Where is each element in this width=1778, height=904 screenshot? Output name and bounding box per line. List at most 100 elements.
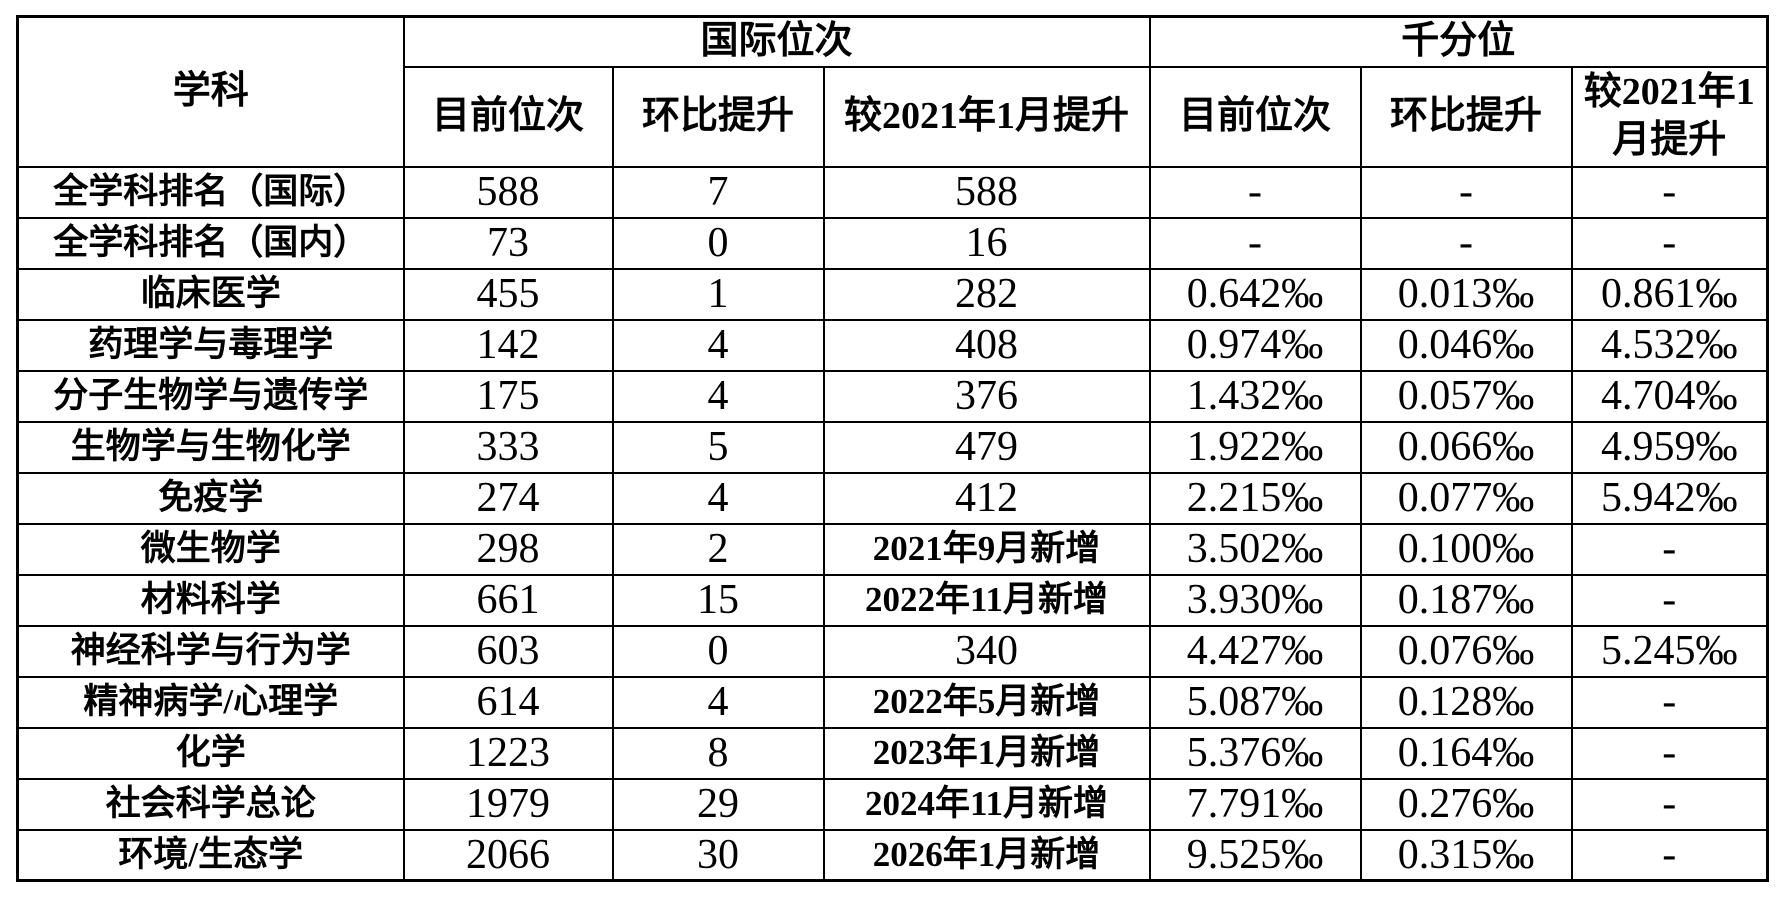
intl-current-rank-cell: 603 — [402, 624, 614, 678]
intl-since-jan2021-cell: 16 — [822, 216, 1151, 270]
permille-mom-improvement-cell: 0.276‰ — [1359, 777, 1573, 831]
subject-cell: 免疫学 — [16, 471, 405, 525]
intl-current-rank-cell: 298 — [402, 522, 614, 576]
intl-current-rank-cell: 274 — [402, 471, 614, 525]
intl-current-rank-cell: 142 — [402, 318, 614, 372]
table-row: 环境/生态学 2066 30 2026年1月新增 9.525‰ 0.315‰ - — [16, 828, 1769, 882]
table-body: 全学科排名（国际） 588 7 588 - - - 全学科排名（国内） 73 0… — [16, 165, 1769, 882]
table-row: 材料科学 661 15 2022年11月新增 3.930‰ 0.187‰ - — [16, 573, 1769, 627]
subject-cell: 全学科排名（国内） — [16, 216, 405, 270]
intl-mom-improvement-cell: 4 — [611, 471, 825, 525]
column-header-subject: 学科 — [16, 15, 405, 168]
intl-since-jan2021-cell: 408 — [822, 318, 1151, 372]
permille-current-cell: - — [1148, 165, 1362, 219]
intl-mom-improvement-cell: 2 — [611, 522, 825, 576]
permille-mom-improvement-cell: 0.164‰ — [1359, 726, 1573, 780]
table-row: 生物学与生物化学 333 5 479 1.922‰ 0.066‰ 4.959‰ — [16, 420, 1769, 474]
permille-current-cell: 0.642‰ — [1148, 267, 1362, 321]
subject-cell: 分子生物学与遗传学 — [16, 369, 405, 423]
group-header-row: 学科 国际位次 千分位 — [16, 15, 1769, 168]
table-row: 微生物学 298 2 2021年9月新增 3.502‰ 0.100‰ - — [16, 522, 1769, 576]
intl-mom-improvement-cell: 8 — [611, 726, 825, 780]
intl-since-jan2021-cell: 479 — [822, 420, 1151, 474]
table-row: 全学科排名（国际） 588 7 588 - - - — [16, 165, 1769, 219]
intl-since-jan2021-cell: 2022年5月新增 — [822, 675, 1151, 729]
permille-mom-improvement-cell: 0.046‰ — [1359, 318, 1573, 372]
intl-since-jan2021-cell: 2023年1月新增 — [822, 726, 1151, 780]
intl-mom-improvement-cell: 7 — [611, 165, 825, 219]
permille-current-cell: 0.974‰ — [1148, 318, 1362, 372]
permille-current-cell: 9.525‰ — [1148, 828, 1362, 882]
permille-current-cell: 7.791‰ — [1148, 777, 1362, 831]
intl-mom-improvement-cell: 29 — [611, 777, 825, 831]
permille-current-cell: 5.087‰ — [1148, 675, 1362, 729]
permille-since-jan2021-cell: 5.245‰ — [1570, 624, 1769, 678]
permille-mom-improvement-cell: 0.066‰ — [1359, 420, 1573, 474]
intl-since-jan2021-cell: 2022年11月新增 — [822, 573, 1151, 627]
intl-current-rank-cell: 1223 — [402, 726, 614, 780]
intl-current-rank-cell: 455 — [402, 267, 614, 321]
subject-ranking-table: 学科 国际位次 千分位 目前位次 环比提升 较2021年1月提升 目前位次 环比… — [16, 15, 1770, 882]
permille-current-cell: - — [1148, 216, 1362, 270]
subject-cell: 神经科学与行为学 — [16, 624, 405, 678]
permille-since-jan2021-cell: - — [1570, 726, 1769, 780]
subject-cell: 微生物学 — [16, 522, 405, 576]
permille-mom-improvement-cell: 0.013‰ — [1359, 267, 1573, 321]
intl-since-jan2021-cell: 340 — [822, 624, 1151, 678]
permille-current-cell: 1.922‰ — [1148, 420, 1362, 474]
permille-since-jan2021-cell: 5.942‰ — [1570, 471, 1769, 525]
permille-current-cell: 1.432‰ — [1148, 369, 1362, 423]
permille-mom-improvement-cell: 0.100‰ — [1359, 522, 1573, 576]
table-row: 临床医学 455 1 282 0.642‰ 0.013‰ 0.861‰ — [16, 267, 1769, 321]
intl-mom-improvement-cell: 0 — [611, 216, 825, 270]
permille-mom-improvement-cell: 0.315‰ — [1359, 828, 1573, 882]
permille-since-jan2021-cell: - — [1570, 522, 1769, 576]
column-header-permille-since-jan2021-improvement: 较2021年1月提升 — [1570, 65, 1769, 168]
permille-current-cell: 4.427‰ — [1148, 624, 1362, 678]
permille-mom-improvement-cell: 0.076‰ — [1359, 624, 1573, 678]
column-header-intl-current-rank: 目前位次 — [402, 65, 614, 168]
column-group-permille: 千分位 — [1148, 15, 1769, 68]
permille-mom-improvement-cell: 0.077‰ — [1359, 471, 1573, 525]
subject-cell: 材料科学 — [16, 573, 405, 627]
column-header-intl-since-jan2021-improvement: 较2021年1月提升 — [822, 65, 1151, 168]
column-header-intl-mom-improvement: 环比提升 — [611, 65, 825, 168]
intl-since-jan2021-cell: 588 — [822, 165, 1151, 219]
intl-mom-improvement-cell: 0 — [611, 624, 825, 678]
intl-since-jan2021-cell: 412 — [822, 471, 1151, 525]
subject-cell: 药理学与毒理学 — [16, 318, 405, 372]
permille-mom-improvement-cell: - — [1359, 165, 1573, 219]
intl-mom-improvement-cell: 15 — [611, 573, 825, 627]
intl-current-rank-cell: 73 — [402, 216, 614, 270]
permille-since-jan2021-cell: - — [1570, 165, 1769, 219]
subject-cell: 精神病学/心理学 — [16, 675, 405, 729]
intl-since-jan2021-cell: 2024年11月新增 — [822, 777, 1151, 831]
intl-mom-improvement-cell: 4 — [611, 675, 825, 729]
permille-mom-improvement-cell: - — [1359, 216, 1573, 270]
subject-cell: 化学 — [16, 726, 405, 780]
column-group-international-rank: 国际位次 — [402, 15, 1151, 68]
permille-since-jan2021-cell: 4.704‰ — [1570, 369, 1769, 423]
permille-current-cell: 5.376‰ — [1148, 726, 1362, 780]
intl-mom-improvement-cell: 30 — [611, 828, 825, 882]
intl-current-rank-cell: 333 — [402, 420, 614, 474]
table-row: 免疫学 274 4 412 2.215‰ 0.077‰ 5.942‰ — [16, 471, 1769, 525]
subject-cell: 全学科排名（国际） — [16, 165, 405, 219]
column-header-permille-mom-improvement: 环比提升 — [1359, 65, 1573, 168]
intl-mom-improvement-cell: 5 — [611, 420, 825, 474]
permille-current-cell: 3.930‰ — [1148, 573, 1362, 627]
intl-current-rank-cell: 175 — [402, 369, 614, 423]
permille-since-jan2021-cell: - — [1570, 828, 1769, 882]
intl-since-jan2021-cell: 2021年9月新增 — [822, 522, 1151, 576]
permille-since-jan2021-cell: 0.861‰ — [1570, 267, 1769, 321]
intl-mom-improvement-cell: 4 — [611, 318, 825, 372]
intl-mom-improvement-cell: 1 — [611, 267, 825, 321]
permille-since-jan2021-cell: 4.532‰ — [1570, 318, 1769, 372]
table-row: 精神病学/心理学 614 4 2022年5月新增 5.087‰ 0.128‰ - — [16, 675, 1769, 729]
column-header-permille-current: 目前位次 — [1148, 65, 1362, 168]
subject-cell: 临床医学 — [16, 267, 405, 321]
subject-cell: 社会科学总论 — [16, 777, 405, 831]
table-row: 神经科学与行为学 603 0 340 4.427‰ 0.076‰ 5.245‰ — [16, 624, 1769, 678]
intl-current-rank-cell: 588 — [402, 165, 614, 219]
